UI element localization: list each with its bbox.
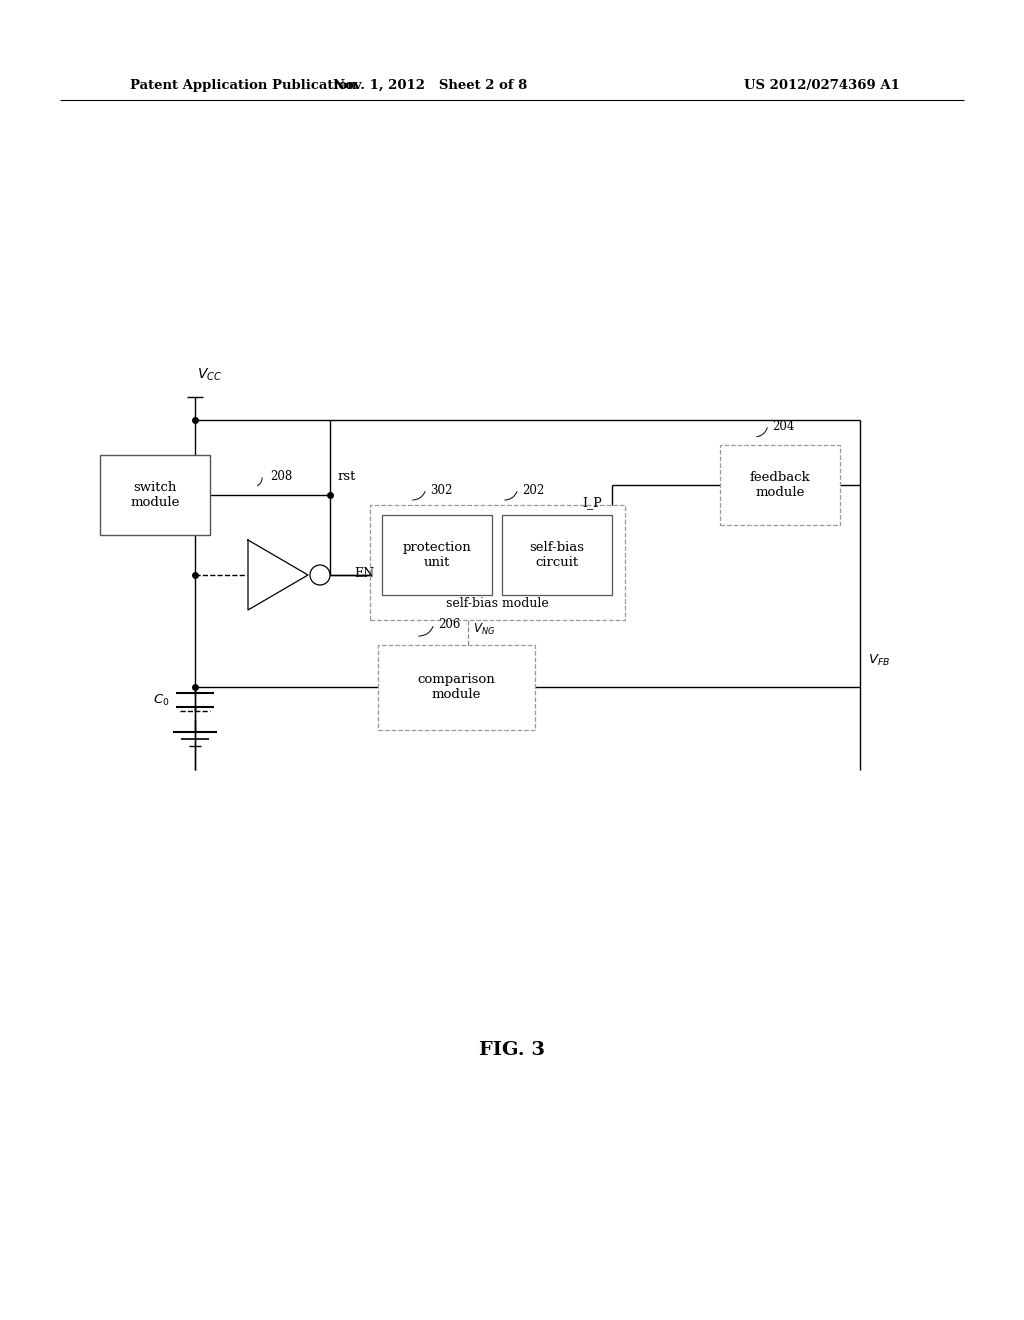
Bar (720, 445, 840, 525)
FancyArrowPatch shape (757, 428, 767, 437)
Text: $V_{NG}$: $V_{NG}$ (473, 622, 496, 638)
Text: feedback
module: feedback module (750, 471, 810, 499)
Text: protection
unit: protection unit (402, 541, 471, 569)
Text: FIG. 3: FIG. 3 (479, 1041, 545, 1059)
Text: comparison
module: comparison module (417, 673, 495, 701)
Text: Patent Application Publication: Patent Application Publication (130, 78, 356, 91)
Circle shape (310, 565, 330, 585)
Text: 208: 208 (270, 470, 292, 483)
FancyArrowPatch shape (413, 491, 425, 500)
Bar (502, 515, 612, 595)
Bar (382, 515, 492, 595)
Text: self-bias module: self-bias module (445, 597, 549, 610)
Text: 302: 302 (430, 483, 453, 496)
Polygon shape (248, 540, 308, 610)
Text: $V_{FB}$: $V_{FB}$ (868, 652, 890, 668)
Text: US 2012/0274369 A1: US 2012/0274369 A1 (744, 78, 900, 91)
Text: Nov. 1, 2012   Sheet 2 of 8: Nov. 1, 2012 Sheet 2 of 8 (333, 78, 527, 91)
Bar (378, 645, 535, 730)
FancyArrowPatch shape (257, 478, 262, 486)
Text: switch
module: switch module (130, 480, 179, 510)
Text: $C_0$: $C_0$ (154, 693, 170, 708)
Bar (370, 506, 625, 620)
FancyArrowPatch shape (505, 491, 517, 500)
Bar (100, 455, 210, 535)
Text: $V_{CC}$: $V_{CC}$ (197, 367, 222, 383)
Text: I_P: I_P (583, 496, 602, 510)
Text: 204: 204 (772, 421, 795, 433)
Text: rst: rst (338, 470, 356, 483)
Text: 206: 206 (438, 619, 461, 631)
FancyArrowPatch shape (419, 627, 433, 636)
Text: 202: 202 (522, 483, 544, 496)
Text: self-bias
circuit: self-bias circuit (529, 541, 585, 569)
Text: EN: EN (354, 568, 374, 579)
